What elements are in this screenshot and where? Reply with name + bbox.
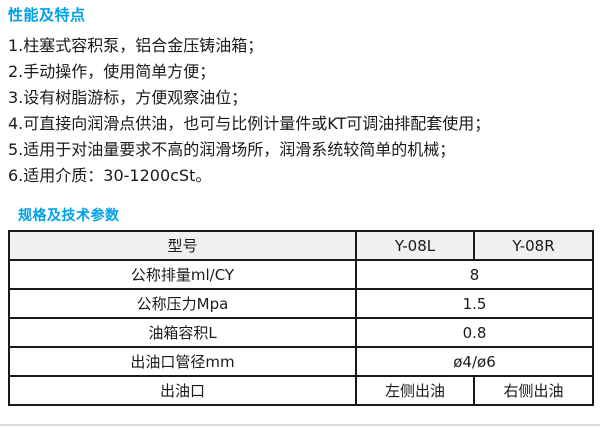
specs-section-title: 规格及技术参数 <box>18 208 120 224</box>
row-label: 出油口管径mm <box>8 346 357 377</box>
feature-item-2: 2.手动操作，使用简单方便； <box>8 62 216 81</box>
row-value: 8 <box>355 259 594 290</box>
feature-item-4: 4.可直接向润滑点供油，也可与比例计量件或KT可调油排配套使用； <box>8 114 491 133</box>
table-row-tank-volume: 油箱容积L 0.8 <box>8 317 594 348</box>
row-value: 0.8 <box>355 317 594 348</box>
feature-item-5: 5.适用于对油量要求不高的润滑场所，润滑系统较简单的机械； <box>8 140 456 159</box>
feature-item-6: 6.适用介质：30-1200cSt。 <box>8 166 212 185</box>
row-value-right: 右侧出油 <box>473 375 594 406</box>
row-label: 公称压力Mpa <box>8 288 357 319</box>
table-header-row: 型号 Y-08L Y-08R <box>8 230 594 261</box>
features-section-title: 性能及特点 <box>8 6 86 24</box>
feature-item-1: 1.柱塞式容积泵，铝合金压铸油箱； <box>8 36 264 55</box>
row-value: ø4/ø6 <box>355 346 594 377</box>
header-cell-model-right: Y-08R <box>473 230 594 261</box>
table-row-outlet-diameter: 出油口管径mm ø4/ø6 <box>8 346 594 377</box>
page-bottom-divider <box>0 424 600 426</box>
table-row-pressure: 公称压力Mpa 1.5 <box>8 288 594 319</box>
row-value-left: 左侧出油 <box>355 375 475 406</box>
specs-table: 型号 Y-08L Y-08R 公称排量ml/CY 8 公称压力Mpa 1.5 油… <box>8 230 594 406</box>
row-label: 油箱容积L <box>8 317 357 348</box>
header-cell-model-label: 型号 <box>8 230 357 261</box>
row-value: 1.5 <box>355 288 594 319</box>
table-row-displacement: 公称排量ml/CY 8 <box>8 259 594 290</box>
table-row-outlet-side: 出油口 左侧出油 右侧出油 <box>8 375 594 406</box>
header-cell-model-left: Y-08L <box>355 230 475 261</box>
features-list: 1.柱塞式容积泵，铝合金压铸油箱； 2.手动操作，使用简单方便； 3.设有树脂游… <box>8 33 598 189</box>
feature-item-3: 3.设有树脂游标，方便观察油位； <box>8 88 248 107</box>
row-label: 公称排量ml/CY <box>8 259 357 290</box>
row-label: 出油口 <box>8 375 357 406</box>
